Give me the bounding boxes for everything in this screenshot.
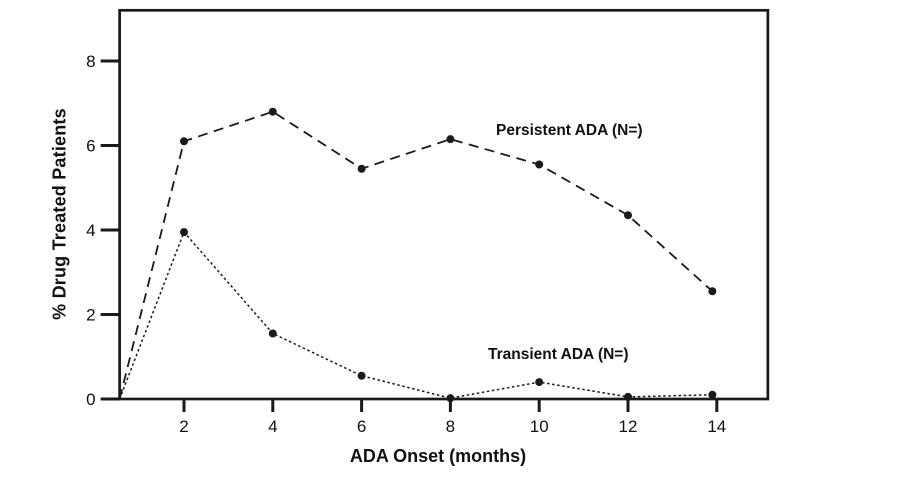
series-label-persistent: Persistent ADA (N=) (496, 122, 643, 139)
x-axis-ticks: 2 4 6 8 10 12 14 (179, 399, 726, 436)
plot-border (118, 8, 770, 401)
data-point-transient (708, 390, 717, 399)
x-tick-label: 12 (619, 417, 638, 436)
series-line-persistent (118, 110, 713, 400)
x-tick-label: 2 (179, 417, 188, 436)
y-tick-label: 6 (86, 137, 95, 156)
x-tick-label: 4 (268, 417, 277, 436)
x-tick-label: 8 (446, 417, 455, 436)
data-point-persistent (708, 287, 717, 296)
y-tick-label: 0 (86, 390, 95, 409)
data-point-transient (446, 394, 455, 403)
data-point-transient (624, 392, 632, 401)
series-line-transient (118, 230, 713, 400)
y-tick-label: 4 (86, 221, 95, 240)
data-point-transient (268, 329, 277, 338)
x-axis-title: ADA Onset (months) (349, 446, 527, 466)
y-tick-label: 8 (86, 52, 95, 71)
x-tick-label: 14 (707, 417, 726, 436)
data-point-persistent (446, 135, 455, 144)
x-tick-label: 6 (357, 417, 366, 436)
data-point-transient (357, 371, 366, 380)
x-tick-label: 10 (530, 417, 549, 436)
data-point-transient (535, 378, 544, 387)
series-transient (118, 228, 717, 403)
data-point-transient (180, 228, 188, 237)
data-point-persistent (535, 160, 544, 169)
data-point-persistent (357, 164, 366, 173)
data-point-persistent (624, 211, 632, 220)
series-label-transient: Transient ADA (N=) (488, 346, 629, 363)
data-point-persistent (180, 137, 188, 146)
data-point-persistent (268, 107, 277, 116)
y-tick-label: 2 (86, 306, 95, 325)
y-axis-ticks: 0 2 4 6 8 (86, 52, 120, 409)
series-persistent (118, 107, 717, 400)
y-axis-title: % Drug Treated Patients (49, 108, 70, 320)
